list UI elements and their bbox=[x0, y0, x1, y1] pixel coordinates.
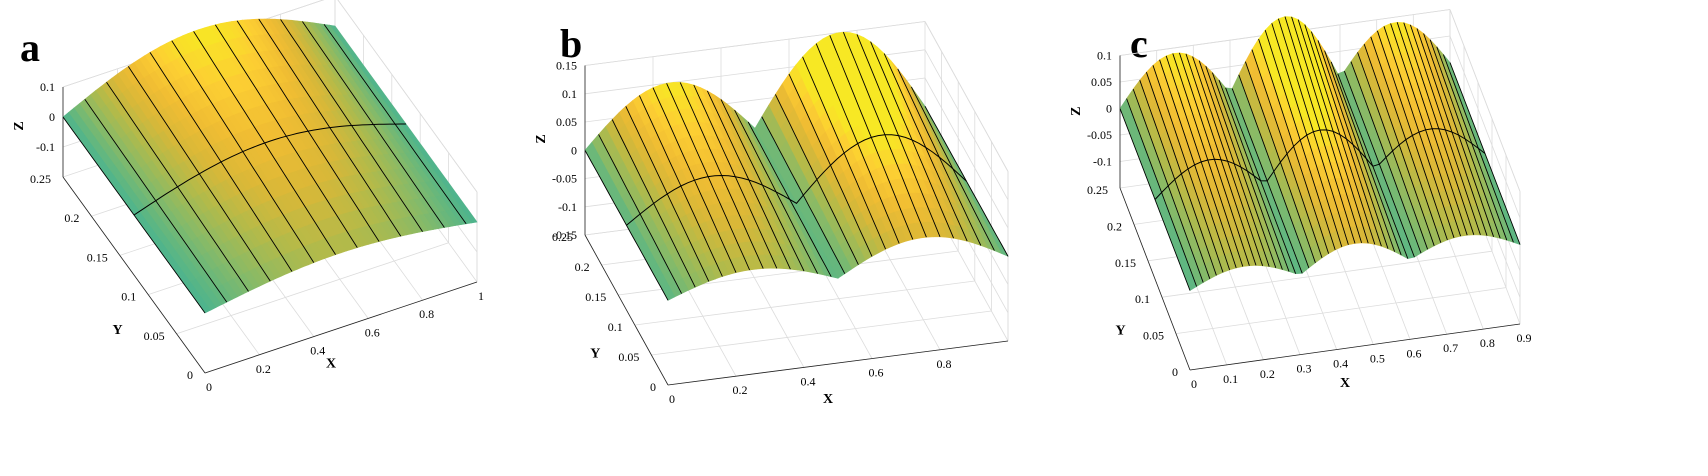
y-tick-label: 0.1 bbox=[1135, 292, 1150, 306]
x-axis-label: X bbox=[326, 357, 336, 372]
x-tick-label: 0.8 bbox=[1480, 336, 1495, 350]
surface-plot-c: 0 0.1 0.2 0.3 0.4 0.5 0.6 0.7 0.8 0.9 0 0.05 0.1 0.15… bbox=[1069, 9, 1532, 391]
x-tick-label: 0.4 bbox=[310, 344, 325, 358]
z-tick-label: 0.1 bbox=[1097, 49, 1112, 63]
x-tick-label: 0 bbox=[1191, 377, 1197, 391]
chart-panel-a: a 0 0.2 0.4 0.6 0.8 1 0 0.05 0.1 0.15 0.2 0.25 -0.1 0… bbox=[0, 0, 560, 476]
z-tick-label: -0.1 bbox=[558, 200, 577, 214]
panel-letter: b bbox=[560, 21, 583, 66]
surface bbox=[1119, 16, 1521, 291]
z-tick-label: 0.1 bbox=[562, 87, 577, 101]
x-tick-label: 0.7 bbox=[1443, 341, 1458, 355]
y-tick-label: 0 bbox=[1172, 365, 1178, 379]
tick-labels: 0 0.2 0.4 0.6 0.8 1 0 0.05 0.1 0.15 0.2 0.25 -0.1 0 0.… bbox=[30, 80, 484, 394]
y-tick-label: 0.1 bbox=[608, 320, 623, 334]
chart-panel-c: c 0 0.1 0.2 0.3 0.4 0.5 0.6 0.7 0.8 0.9 0 0.05 0.1 0.… bbox=[1069, 0, 1708, 476]
x-tick-label: 0.3 bbox=[1297, 362, 1312, 376]
y-tick-label: 0.15 bbox=[585, 290, 606, 304]
y-tick-label: 0.1 bbox=[121, 290, 136, 304]
z-tick-label: 0.05 bbox=[1091, 75, 1112, 89]
z-tick-label: 0.1 bbox=[40, 80, 55, 94]
axes bbox=[1119, 55, 1521, 371]
x-axis-label: X bbox=[823, 392, 833, 407]
x-tick-label: 0.2 bbox=[733, 383, 748, 397]
y-tick-label: 0.25 bbox=[552, 230, 573, 244]
x-tick-label: 0 bbox=[669, 392, 675, 406]
y-tick-label: 0.05 bbox=[618, 350, 639, 364]
x-tick-label: 0.2 bbox=[256, 362, 271, 376]
y-axis-label: Y bbox=[112, 323, 122, 338]
y-tick-label: 0.25 bbox=[30, 172, 51, 186]
z-tick-label: 0 bbox=[49, 110, 55, 124]
axes bbox=[62, 87, 478, 374]
z-axis-label: Z bbox=[1069, 106, 1084, 115]
x-tick-label: 0.6 bbox=[869, 366, 884, 380]
x-tick-label: 0.6 bbox=[365, 325, 380, 339]
z-tick-label: 0.15 bbox=[556, 59, 577, 73]
x-tick-label: 0.4 bbox=[1333, 357, 1348, 371]
mesh-line bbox=[626, 134, 967, 226]
x-tick-label: 0.8 bbox=[937, 357, 952, 371]
x-tick-label: 0.6 bbox=[1407, 346, 1422, 360]
y-tick-label: 0.05 bbox=[144, 329, 165, 343]
z-tick-label: -0.05 bbox=[1087, 128, 1112, 142]
mesh-line bbox=[133, 123, 406, 216]
tick-labels: 0 0.1 0.2 0.3 0.4 0.5 0.6 0.7 0.8 0.9 0 0.05 0.1 0.15… bbox=[1087, 49, 1532, 392]
surface-plot-b: 0 0.2 0.4 0.6 0.8 0 0.05 0.1 0.15 0.2 0.25-0.15 -0.… bbox=[534, 21, 1009, 407]
z-tick-label: -0.1 bbox=[1093, 155, 1112, 169]
z-axis-label: Z bbox=[534, 134, 549, 143]
chart-panel-b: b 0 0.2 0.4 0.6 0.8 0 0.05 0.1 0.15 0.2 0.25 -0.15-… bbox=[534, 0, 1130, 476]
z-tick-label: 0 bbox=[1106, 102, 1112, 116]
z-tick-label: 0 bbox=[571, 143, 577, 157]
x-axis-label: X bbox=[1340, 376, 1350, 391]
z-tick-label: 0.05 bbox=[556, 115, 577, 129]
surface-plot-a: 0 0.2 0.4 0.6 0.8 1 0 0.05 0.1 0.15 0.2 0.25 -0.1 0 0.… bbox=[12, 0, 484, 394]
tick-labels: 0 0.2 0.4 0.6 0.8 0 0.05 0.1 0.15 0.2 0.25-0.15 -0.… bbox=[552, 59, 952, 407]
y-tick-label: 0.25 bbox=[1087, 183, 1108, 197]
y-axis-label: Y bbox=[590, 347, 600, 362]
y-tick-label: 0.2 bbox=[1107, 219, 1122, 233]
y-tick-label: 0 bbox=[187, 368, 193, 382]
x-tick-label: 0.8 bbox=[419, 307, 434, 321]
y-tick-label: 0 bbox=[650, 380, 656, 394]
y-tick-label: 0.2 bbox=[64, 211, 79, 225]
x-tick-label: 0.4 bbox=[801, 374, 816, 388]
y-tick-label: 0.2 bbox=[575, 260, 590, 274]
panel-letter: a bbox=[20, 25, 40, 70]
x-tick-label: 1 bbox=[478, 289, 484, 303]
y-tick-label: 0.15 bbox=[87, 250, 108, 264]
mesh-line bbox=[1154, 128, 1486, 200]
x-tick-label: 0.1 bbox=[1223, 372, 1238, 386]
z-tick-label: -0.15 bbox=[552, 228, 577, 242]
y-tick-label: 0.05 bbox=[1143, 329, 1164, 343]
z-tick-label: -0.1 bbox=[36, 140, 55, 154]
x-tick-label: 0 bbox=[206, 380, 212, 394]
z-tick-label: -0.05 bbox=[552, 172, 577, 186]
y-tick-label: 0.15 bbox=[1115, 256, 1136, 270]
y-axis-label: Y bbox=[1115, 324, 1125, 339]
x-tick-label: 0.5 bbox=[1370, 351, 1385, 365]
x-tick-label: 0.2 bbox=[1260, 367, 1275, 381]
surface bbox=[62, 18, 478, 314]
x-tick-label: 0.9 bbox=[1517, 331, 1532, 345]
surface bbox=[584, 31, 1009, 301]
z-axis-label: Z bbox=[12, 121, 27, 130]
